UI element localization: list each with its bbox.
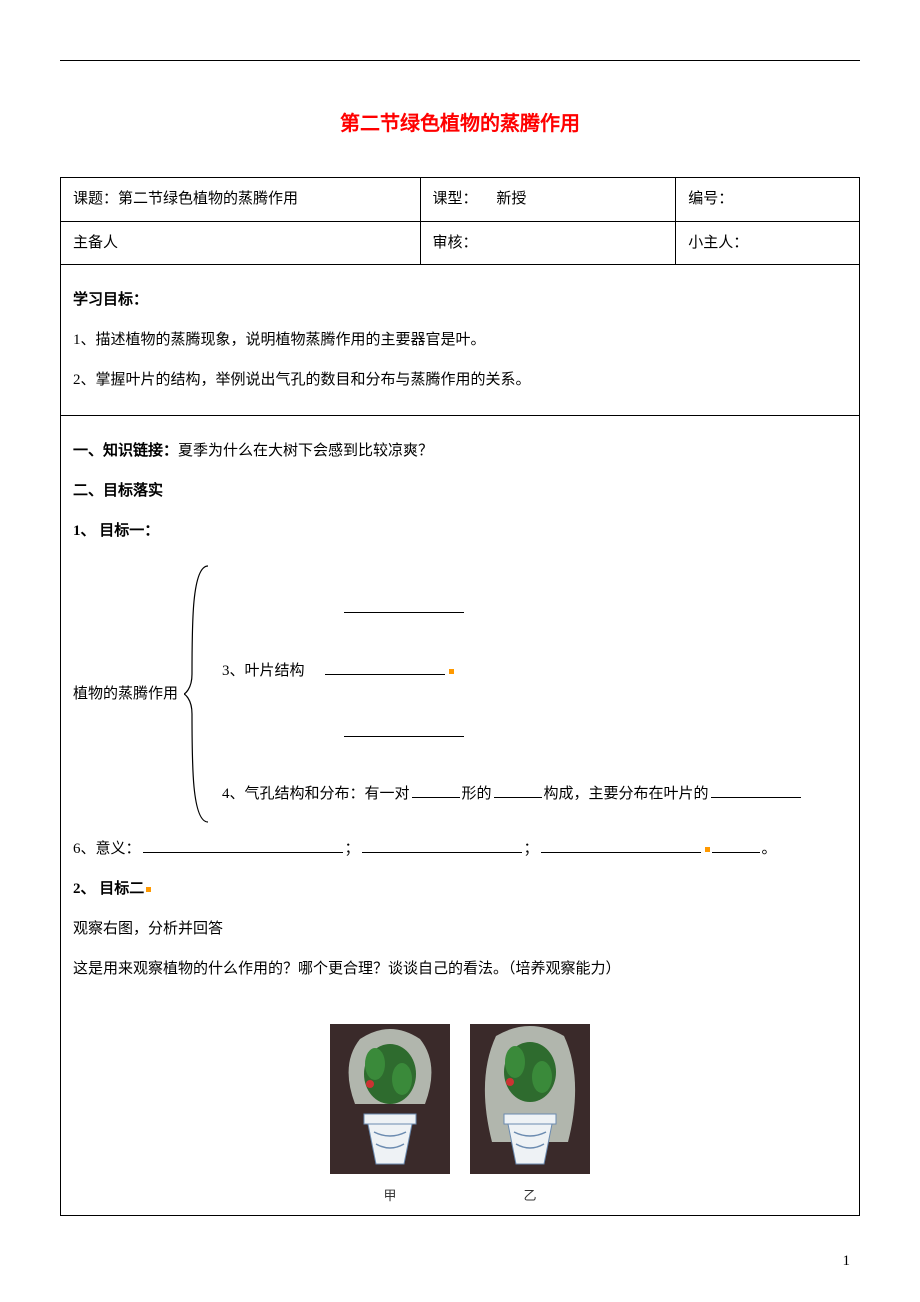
figure-a: 甲 [330,1024,450,1205]
figure-row: 甲 乙 [73,1024,847,1205]
objective-two-line2: 这是用来观察植物的什么作用的？哪个更合理？谈谈自己的看法。（培养观察能力） [73,954,847,984]
curly-brace-icon [184,564,212,824]
type-cell: 课型： 新授 [420,178,676,222]
brace-blank-bottom [222,722,803,745]
page-title: 第二节绿色植物的蒸腾作用 [60,109,860,139]
table-row: 学习目标： 1、描述植物的蒸腾现象，说明植物蒸腾作用的主要器官是叶。 2、掌握叶… [61,265,860,416]
figure-b-caption: 乙 [470,1186,590,1206]
fill-blank[interactable] [344,722,464,737]
brace-item-4: 4、气孔结构和分布：有一对 形的 构成，主要分布在叶片的 [222,783,803,806]
owner-cell: 小主人： [676,221,860,265]
brace-diagram: 植物的蒸腾作用 3、叶片结构 4、气 [73,564,847,824]
fill-blank[interactable] [711,783,801,798]
knowledge-link-heading: 一、知识链接： [73,443,178,459]
accent-dot-icon [146,887,151,892]
table-row: 一、知识链接：夏季为什么在大树下会感到比较凉爽？ 二、目标落实 1、 目标一： … [61,416,860,1216]
page-number: 1 [843,1250,851,1273]
fill-blank[interactable] [344,598,464,613]
brace-item4-mid1: 形的 [462,786,492,802]
brace-left-label: 植物的蒸腾作用 [73,564,184,824]
objective-one-label: 1、 目标一： [73,516,847,546]
top-rule [60,60,860,61]
fill-blank[interactable] [412,783,460,798]
objectives-heading: 学习目标： [73,285,847,315]
brace-item-3: 3、叶片结构 [222,660,803,683]
body-cell: 一、知识链接：夏季为什么在大树下会感到比较凉爽？ 二、目标落实 1、 目标一： … [61,416,860,1216]
fill-blank[interactable] [325,660,445,675]
accent-dot-icon [449,669,454,674]
brace-item3-label: 3、叶片结构 [222,663,305,679]
type-value: 新授 [496,191,526,207]
figure-a-caption: 甲 [330,1186,450,1206]
knowledge-link-line: 一、知识链接：夏季为什么在大树下会感到比较凉爽？ [73,436,847,466]
table-row: 主备人 审核： 小主人： [61,221,860,265]
plant-pot-a-icon [330,1024,450,1174]
objective-1: 1、描述植物的蒸腾现象，说明植物蒸腾作用的主要器官是叶。 [73,325,847,355]
line6-label: 6、意义： [73,841,141,857]
knowledge-link-text: 夏季为什么在大树下会感到比较凉爽？ [178,443,433,459]
fill-blank[interactable] [494,783,542,798]
implementation-heading: 二、目标落实 [73,476,847,506]
objective-two-line1: 观察右图，分析并回答 [73,914,847,944]
brace-item4-mid2: 构成，主要分布在叶片的 [544,786,709,802]
brace-item4-prefix: 4、气孔结构和分布：有一对 [222,786,410,802]
reviewer-cell: 审核： [420,221,676,265]
type-label: 课型： [433,191,478,207]
preparer-cell: 主备人 [61,221,421,265]
figure-b: 乙 [470,1024,590,1205]
id-cell: 编号： [676,178,860,222]
objective-2: 2、掌握叶片的结构，举例说出气孔的数目和分布与蒸腾作用的关系。 [73,365,847,395]
accent-dot-icon [705,847,710,852]
objectives-cell: 学习目标： 1、描述植物的蒸腾现象，说明植物蒸腾作用的主要器官是叶。 2、掌握叶… [61,265,860,416]
fill-blank[interactable] [712,838,760,853]
brace-blank-top [222,598,803,621]
fill-blank[interactable] [143,838,343,853]
fill-blank[interactable] [362,838,522,853]
line-6: 6、意义：；；。 [73,834,847,864]
topic-cell: 课题：第二节绿色植物的蒸腾作用 [61,178,421,222]
plant-pot-b-icon [470,1024,590,1174]
objective-two-text: 2、 目标二 [73,881,144,897]
brace-content: 3、叶片结构 4、气孔结构和分布：有一对 形的 构成，主要分布在叶片的 [212,564,803,824]
worksheet-table: 课题：第二节绿色植物的蒸腾作用 课型： 新授 编号： 主备人 审核： 小主人： … [60,177,860,1216]
table-row: 课题：第二节绿色植物的蒸腾作用 课型： 新授 编号： [61,178,860,222]
objective-two-label: 2、 目标二 [73,874,847,904]
fill-blank[interactable] [541,838,701,853]
